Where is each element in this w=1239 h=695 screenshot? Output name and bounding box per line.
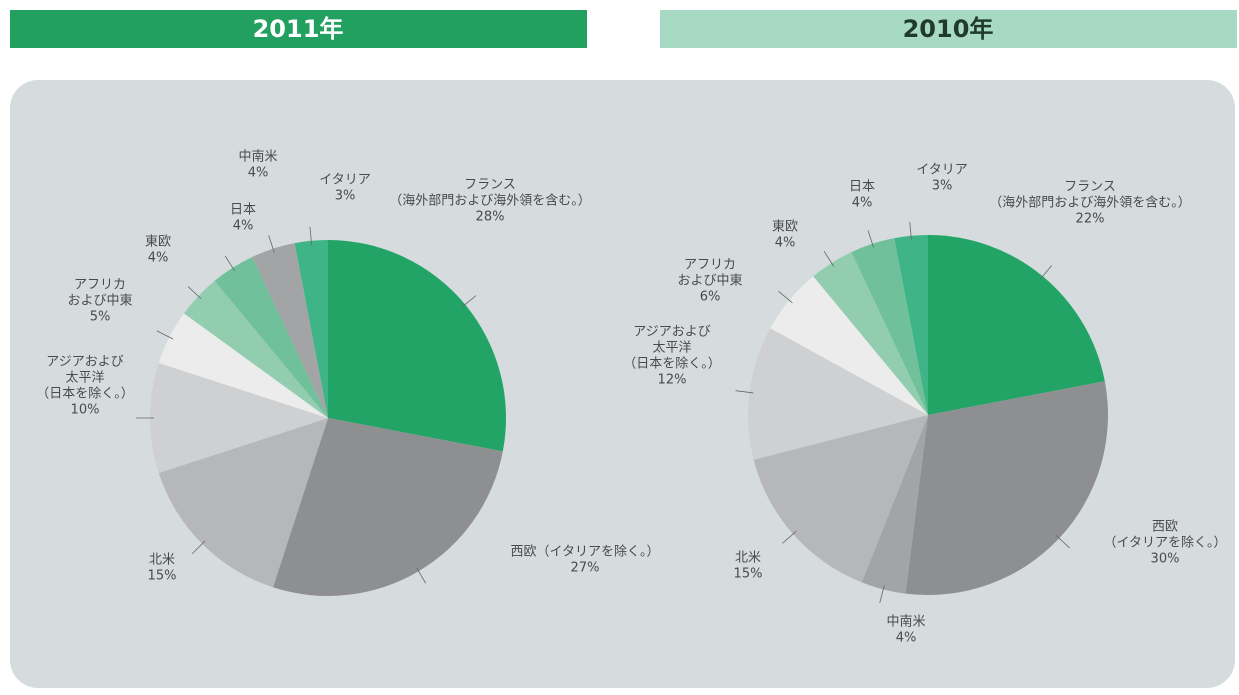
leader-line [735,390,754,394]
leader-line [309,226,313,245]
slice-value-label: 6% [700,290,721,305]
leader-line [1039,265,1052,280]
slice-label: および中東 [67,293,132,309]
pie-slice [851,238,928,415]
slice-label: アフリカ [74,278,126,293]
slice-label: 北米 [149,553,175,568]
slice-label: （日本を除く。） [623,357,721,372]
slice-label: 西欧 [1152,520,1178,535]
pie-slice [149,362,328,474]
slice-label: 中南米 [886,614,925,630]
leader-line [909,221,912,240]
pie-slice [328,240,506,452]
slice-value-label: 28% [476,210,505,225]
pie-slice [158,418,328,588]
title-bar [10,10,587,48]
slice-value-label: 4% [852,196,873,211]
leader-line [778,291,793,304]
slice-label: 太平洋 [652,341,691,356]
pie-slice [928,235,1105,415]
slice-value-label: 15% [148,569,177,584]
leader-line [879,585,885,604]
leader-line [867,230,874,248]
slice-label: （海外部門および海外領を含む。） [389,193,591,209]
pie-slice [272,418,503,596]
slice-label: （イタリアを除く。） [1104,536,1227,551]
slice-label: 日本 [849,180,875,195]
leader-line [224,255,236,272]
leader-line [416,567,427,584]
slice-value-label: 4% [148,251,169,266]
pie-slice [753,415,928,583]
slice-label: （海外部門および海外領を含む。） [989,195,1191,211]
slice-value-label: 12% [658,373,687,388]
slice-value-label: 10% [71,403,100,418]
pie-slice [894,235,928,415]
slice-label: イタリア [916,163,967,178]
slice-label: 北米 [735,551,761,566]
pie-slice [770,276,928,415]
leader-line [187,286,202,300]
pie-slice [294,240,328,418]
title-bar [660,10,1237,48]
slice-label: アジアおよび [46,355,123,370]
leader-line [461,295,477,308]
slice-value-label: 4% [233,219,254,234]
slice-label: および中東 [677,273,742,289]
slice-label: 日本 [230,203,256,218]
leader-line [1056,535,1070,549]
pie-slice [813,252,928,415]
pie-slice [861,415,928,594]
slice-label: 東欧 [145,234,171,250]
pie-slice [748,328,928,460]
leader-line [823,250,835,267]
pie-slice [158,313,328,418]
slice-label: 東欧 [772,219,798,235]
slice-value-label: 5% [90,310,111,325]
slice-value-label: 27% [571,561,600,576]
slice-value-label: 30% [1151,552,1180,567]
slice-label: アフリカ [684,258,736,273]
slice-label: イタリア [319,173,370,188]
leader-line [268,235,275,253]
leader-line [156,330,174,340]
slice-label: （日本を除く。） [36,387,134,402]
pie-slice [214,256,328,418]
slice-value-label: 3% [932,179,953,194]
chart-title: 2011年 [253,15,344,43]
chart-title: 2010年 [903,15,994,43]
slice-label: フランス [464,178,516,193]
leader-line [782,531,797,544]
slice-label: アジアおよび [633,325,710,340]
slice-value-label: 3% [335,189,356,204]
pie-slice [252,243,328,418]
slice-label: 西欧（イタリアを除く。） [511,545,660,560]
pie-slice [183,280,328,418]
slice-value-label: 4% [248,166,269,181]
slice-label: フランス [1064,180,1116,195]
slice-value-label: 15% [734,567,763,582]
slice-label: 太平洋 [65,371,104,386]
slice-value-label: 4% [775,236,796,251]
leader-line [191,540,206,555]
slice-label: 中南米 [238,149,277,165]
pie-slice [905,381,1108,595]
slice-value-label: 4% [896,631,917,646]
slice-value-label: 22% [1076,212,1105,227]
